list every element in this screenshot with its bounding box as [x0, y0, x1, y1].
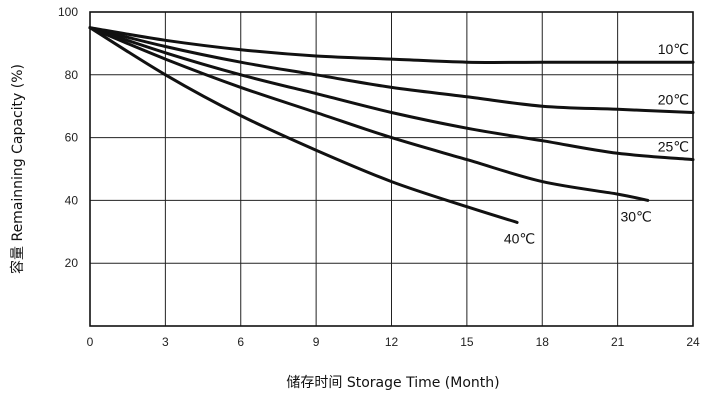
- series-line: [88, 26, 519, 224]
- y-tick-label: 40: [65, 193, 79, 207]
- plot-frame: [89, 11, 694, 327]
- y-tick-labels: 20 40 60 80 100: [58, 5, 78, 270]
- y-axis-label: 容量 Remainning Capacity (%): [9, 64, 26, 274]
- y-tick-label: 20: [65, 256, 79, 270]
- series-line: [88, 26, 695, 162]
- x-tick-label: 12: [385, 335, 399, 349]
- x-tick-labels: 0 3 6 9 12 15 18 21 24: [87, 335, 700, 349]
- x-tick-label: 6: [237, 335, 244, 349]
- x-tick-label: 18: [536, 335, 550, 349]
- x-tick-label: 24: [686, 335, 700, 349]
- x-tick-label: 0: [87, 335, 94, 349]
- series-labels: 10℃ 20℃ 25℃ 30℃ 40℃: [504, 41, 689, 246]
- x-tick-label: 21: [611, 335, 625, 349]
- series-line: [88, 26, 695, 64]
- y-tick-label: 80: [65, 68, 79, 82]
- x-axis-label: 储存时间 Storage Time (Month): [286, 375, 499, 391]
- series-label: 20℃: [658, 91, 689, 107]
- x-tick-label: 15: [460, 335, 474, 349]
- y-tick-label: 60: [65, 131, 79, 145]
- curves: [88, 26, 695, 224]
- series-label: 30℃: [620, 208, 651, 224]
- series-line: [88, 26, 695, 114]
- y-tick-label: 100: [58, 5, 78, 19]
- x-tick-label: 3: [162, 335, 169, 349]
- series-label: 25℃: [658, 139, 689, 155]
- x-tick-label: 9: [313, 335, 320, 349]
- series-label: 40℃: [504, 230, 535, 246]
- series-label: 10℃: [658, 41, 689, 57]
- series-line: [88, 26, 650, 202]
